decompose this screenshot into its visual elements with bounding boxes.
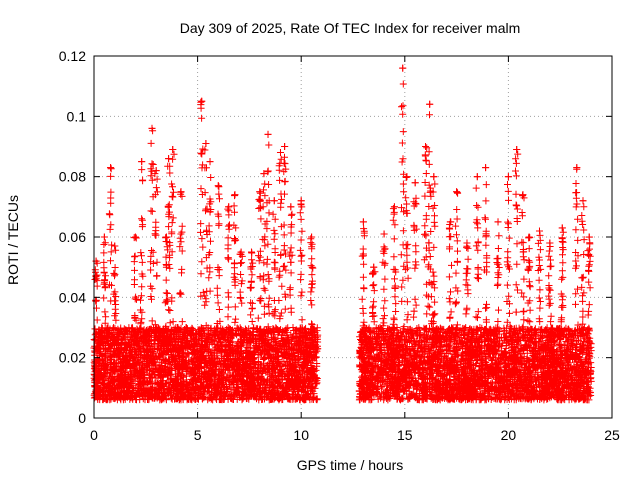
peak-point [558, 224, 566, 232]
y-tick-label: 0.08 [59, 169, 86, 185]
peak-point [297, 197, 305, 205]
peak-point [276, 149, 284, 157]
peak-point [390, 203, 398, 211]
peak-point [546, 239, 554, 247]
peak-point [247, 248, 255, 256]
y-tick-label: 0 [78, 410, 86, 426]
peak-point [281, 143, 289, 150]
peak-point [430, 173, 438, 181]
y-tick-label: 0.06 [59, 229, 86, 245]
peak-point [202, 139, 210, 147]
data-points [90, 64, 595, 404]
peak-point [214, 182, 222, 190]
y-tick-label: 0.1 [67, 108, 87, 124]
peak-point [225, 203, 233, 211]
peak-point [138, 158, 146, 166]
peak-point [206, 158, 214, 166]
peak-point [473, 173, 481, 181]
x-tick-label: 0 [90, 427, 98, 443]
chart-title: Day 309 of 2025, Rate Of TEC Index for r… [180, 20, 521, 36]
x-tick-label: 15 [397, 427, 413, 443]
peak-point [463, 239, 471, 247]
peak-point [359, 218, 367, 226]
peak-point [264, 130, 272, 138]
peak-point [111, 242, 119, 250]
peak-point [169, 146, 177, 154]
peak-point [231, 191, 239, 199]
y-tick-label: 0.12 [59, 48, 86, 64]
peak-point [237, 248, 245, 256]
tick-labels: 0 5 10 15 20 25 0 0.02 0.04 0.06 0.08 0.1 0.12 [59, 48, 620, 443]
peak-point [513, 146, 521, 154]
peak-point [579, 197, 587, 205]
peak-point [131, 233, 139, 241]
peak-point [308, 233, 316, 241]
peak-point [107, 164, 115, 172]
peak-point [422, 143, 430, 150]
peak-point [573, 164, 581, 172]
peak-point [519, 191, 527, 199]
peak-point [482, 164, 490, 172]
y-axis-label: ROTI / TECUs [5, 195, 21, 285]
axis-ticks [93, 55, 613, 419]
peak-point [525, 233, 533, 241]
peak-point [411, 179, 419, 187]
x-tick-label: 10 [293, 427, 309, 443]
x-tick-label: 20 [501, 427, 517, 443]
peak-point [100, 233, 108, 241]
peak-point [446, 218, 454, 226]
peak-point [152, 167, 160, 175]
peak-point [198, 97, 206, 105]
peak-point [370, 263, 378, 271]
peak-point [163, 233, 171, 241]
peak-point [535, 227, 543, 235]
x-tick-label: 25 [604, 427, 620, 443]
peak-point [177, 188, 185, 196]
peak-point [494, 218, 502, 226]
peak-point [585, 233, 593, 241]
x-tick-label: 5 [194, 427, 202, 443]
peak-point [380, 230, 388, 238]
x-axis-label: GPS time / hours [297, 457, 404, 473]
peak-point [399, 64, 407, 72]
y-tick-label: 0.02 [59, 350, 86, 366]
peak-point [504, 173, 512, 181]
peak-point [403, 173, 411, 181]
peak-point [270, 197, 278, 205]
peak-point [453, 188, 461, 196]
peak-point [148, 124, 156, 132]
y-tick-label: 0.04 [59, 289, 86, 305]
peak-point [260, 170, 268, 178]
peak-point [287, 203, 295, 211]
peak-point [165, 155, 173, 163]
roti-series-markers [90, 64, 595, 404]
peak-point [256, 188, 264, 196]
peak-point [426, 100, 434, 108]
